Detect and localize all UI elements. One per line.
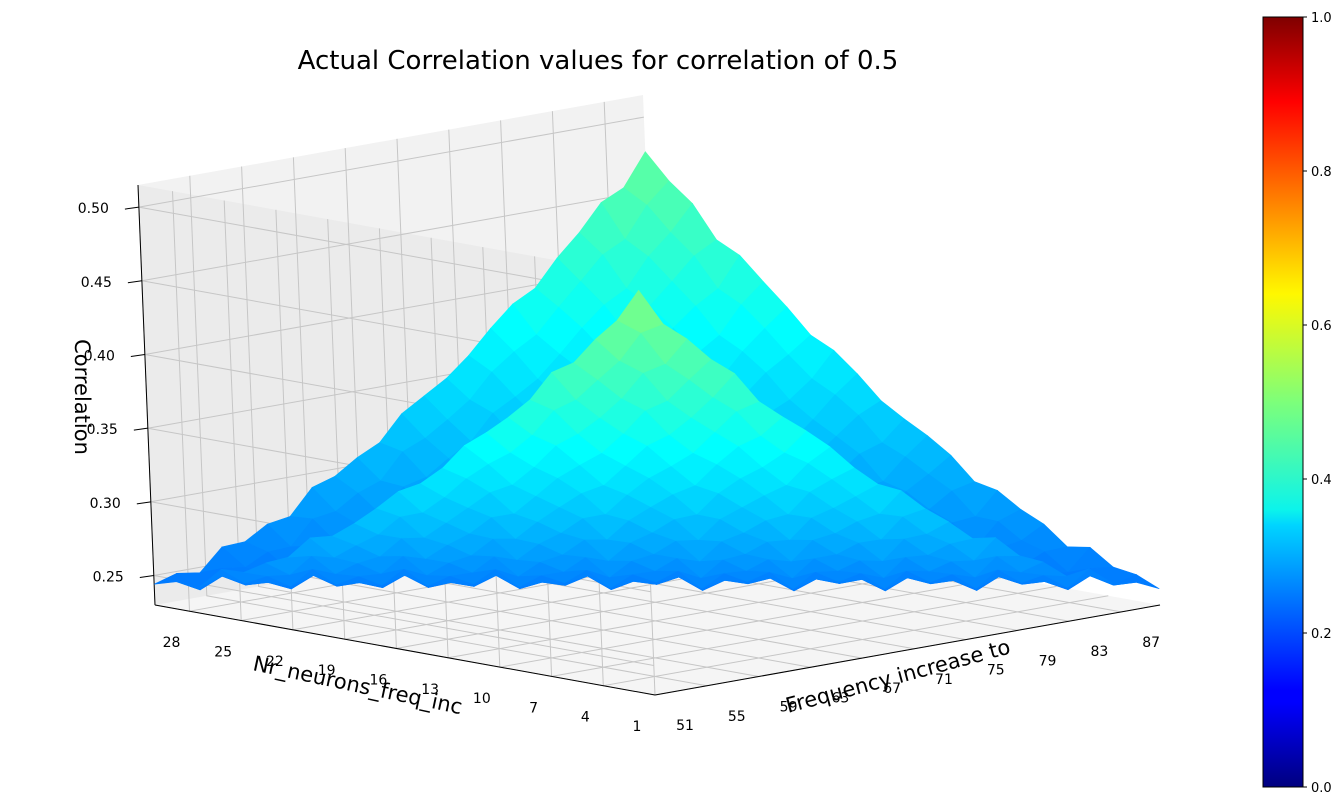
colorbar-tick-label: 0.2 — [1311, 627, 1332, 642]
z-tick-mark — [136, 501, 151, 505]
x-tick-label: 87 — [1142, 635, 1160, 651]
colorbar-tick-label: 0.0 — [1311, 781, 1332, 796]
y-tick-label: 4 — [581, 710, 590, 726]
z-tick-mark — [124, 206, 139, 210]
y-tick-label: 22 — [266, 654, 284, 670]
z-tick-label: 0.35 — [87, 422, 118, 438]
colorbar: 0.0 0.2 0.4 0.6 0.8 1.0 — [1262, 11, 1332, 796]
y-tick-label: 10 — [473, 691, 491, 707]
y-tick-label: 16 — [369, 672, 387, 688]
z-tick-label: 0.50 — [78, 201, 109, 217]
x-tick-label: 79 — [1039, 653, 1057, 669]
z-tick-label: 0.25 — [93, 570, 124, 586]
y-tick-label: 19 — [318, 663, 336, 679]
x-tick-label: 83 — [1090, 644, 1108, 660]
colorbar-tick-label: 0.6 — [1311, 319, 1332, 334]
axis-lines — [137, 184, 1161, 696]
z-tick-mark — [133, 427, 148, 431]
x-tick-label: 67 — [883, 681, 901, 697]
tick-labels: 0.25 0.30 0.35 0.40 0.45 0.50 28 25 22 19 16 13 10 7 4… — [78, 201, 1160, 735]
y-tick-label: 25 — [214, 645, 232, 661]
z-tick-mark — [130, 353, 145, 357]
z-tick-mark — [139, 575, 154, 579]
x-tick-label: 51 — [676, 718, 694, 734]
chart-title: Actual Correlation values for correlatio… — [298, 46, 899, 76]
y-tick-label: 13 — [421, 682, 439, 698]
y-tick-label: 1 — [633, 719, 642, 735]
z-tick-label: 0.45 — [81, 275, 112, 291]
x-tick-label: 63 — [831, 690, 849, 706]
x-grid-line — [241, 166, 759, 677]
z-tick-label: 0.30 — [90, 496, 121, 512]
z-axis-label: Correlation — [70, 339, 94, 455]
x-tick-label: 59 — [780, 700, 798, 716]
surface-plot — [154, 151, 1160, 592]
x-axis-line — [654, 604, 1161, 696]
x-tick-label: 55 — [728, 709, 746, 725]
y-tick-label: 28 — [163, 635, 181, 651]
colorbar-tick-label: 0.8 — [1311, 165, 1332, 180]
z-tick-label: 0.40 — [84, 348, 115, 364]
z-tick-mark — [127, 280, 142, 284]
colorbar-gradient — [1262, 16, 1304, 788]
y-axis-line — [154, 604, 656, 696]
colorbar-tick-label: 0.4 — [1311, 473, 1332, 488]
y-tick-label: 7 — [529, 700, 538, 716]
x-tick-label: 71 — [935, 672, 953, 688]
x-tick-label: 75 — [987, 663, 1005, 679]
surface-facet — [616, 289, 664, 333]
x-grid-line — [189, 175, 707, 687]
colorbar-tick-label: 1.0 — [1311, 11, 1332, 26]
z-axis-line — [137, 184, 156, 606]
